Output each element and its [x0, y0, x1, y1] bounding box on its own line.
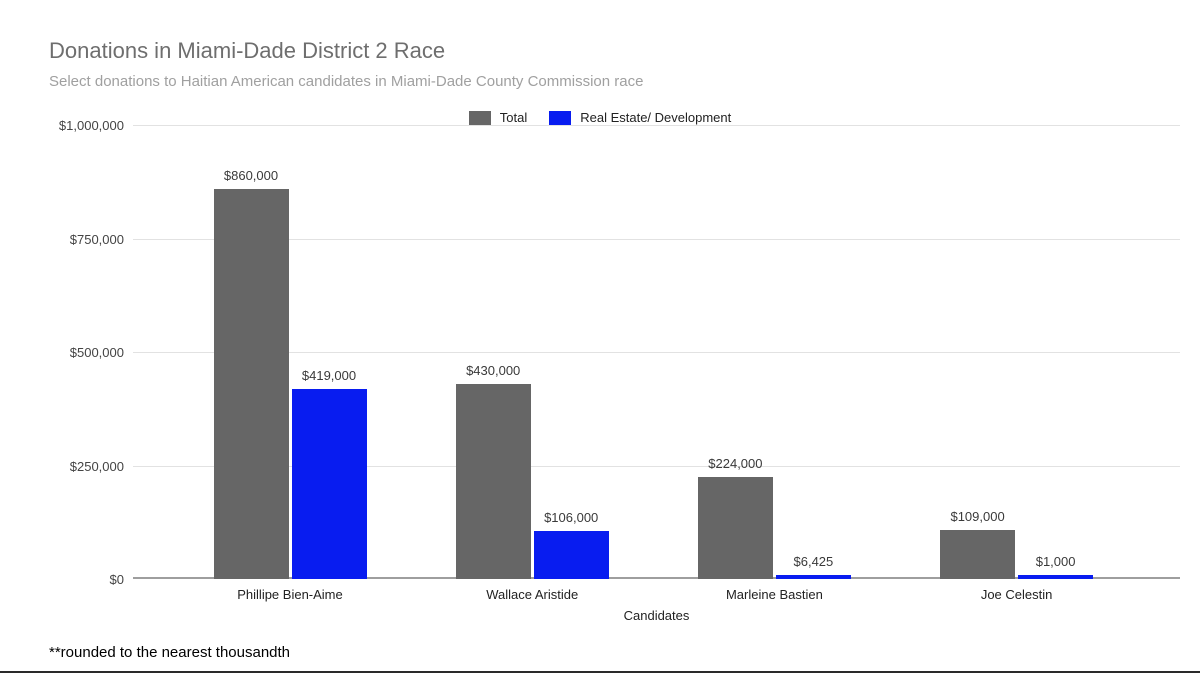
bar-value-label: $224,000 [708, 456, 763, 472]
bar-real-estate [533, 530, 609, 579]
x-category-label: Marleine Bastien [725, 587, 823, 602]
x-axis-baseline [133, 577, 1180, 579]
x-category-label: Phillipe Bien-Aime [237, 587, 343, 602]
bar-value-label: $106,000 [544, 509, 599, 525]
bar-real-estate [291, 388, 367, 579]
y-tick-label: $500,000 [69, 345, 124, 360]
legend-swatch-real-estate [549, 110, 572, 125]
footnote: **rounded to the nearest thousandth [49, 644, 291, 661]
bar-total [213, 188, 289, 579]
x-category-label: Joe Celestin [980, 587, 1053, 602]
gridline [133, 238, 1180, 240]
bar-value-label: $1,000 [1035, 554, 1076, 569]
chart-legend: Total Real Estate/ Development [0, 110, 1200, 125]
legend-label-real-estate: Real Estate/ Development [580, 110, 732, 125]
gridline [133, 465, 1180, 467]
y-tick-label: $750,000 [69, 231, 124, 247]
gridline [133, 125, 1180, 126]
bar-real-estate [775, 575, 851, 579]
chart-title: Donations in Miami-Dade District 2 Race [49, 38, 446, 63]
x-category-label: Wallace Aristide [486, 587, 579, 602]
bar-real-estate [1018, 575, 1094, 579]
chart-subtitle: Select donations to Haitian American can… [49, 73, 644, 90]
bar-total [455, 383, 531, 579]
x-axis-title: Candidates [623, 608, 690, 623]
bottom-border [0, 671, 1200, 673]
gridline [133, 352, 1180, 353]
bar-total [940, 529, 1016, 579]
y-tick-label: $250,000 [69, 458, 124, 474]
bar-value-label: $430,000 [466, 362, 521, 378]
bar-value-label: $860,000 [223, 167, 279, 183]
plot-area: $860,000 $419,000 $430,000 $106,000 $224,000… [133, 125, 1180, 579]
y-tick-label: $0 [109, 572, 124, 587]
bar-total [697, 477, 773, 579]
bar-value-label: $419,000 [301, 367, 357, 383]
bar-value-label: $6,425 [793, 554, 834, 569]
legend-label-total: Total [499, 110, 528, 125]
bar-value-label: $109,000 [950, 508, 1005, 524]
legend-swatch-total [468, 110, 491, 125]
y-tick-label: $1,000,000 [58, 118, 124, 133]
